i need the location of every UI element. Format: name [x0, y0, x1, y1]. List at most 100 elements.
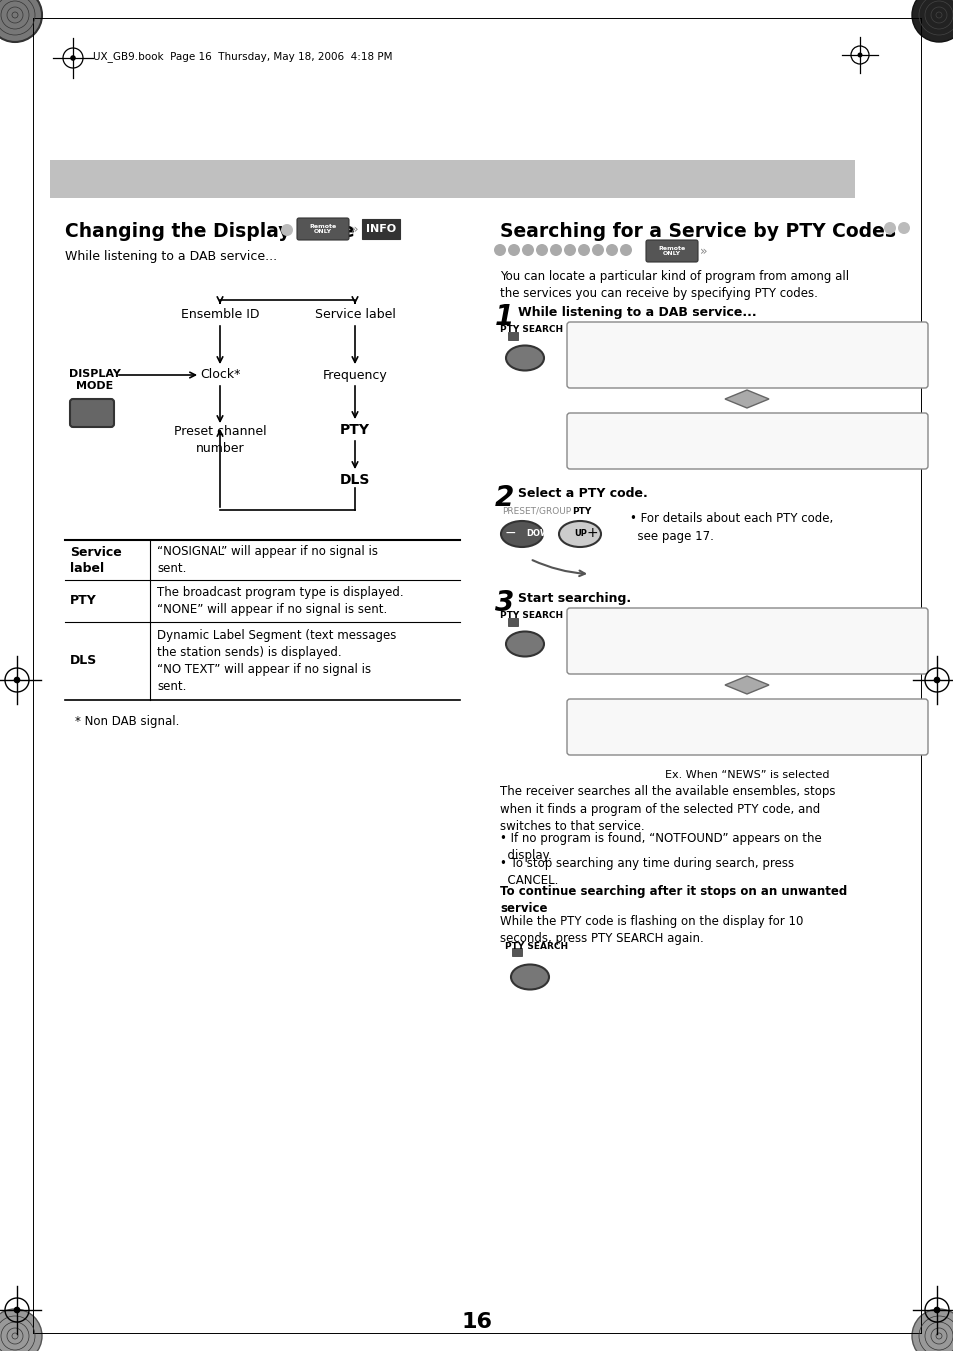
Text: UX_GB9.book  Page 16  Thursday, May 18, 2006  4:18 PM: UX_GB9.book Page 16 Thursday, May 18, 20…	[92, 51, 392, 62]
Text: PTY: PTY	[70, 594, 96, 608]
Text: BAND III: BAND III	[858, 332, 889, 342]
Text: Ensemble ID: Ensemble ID	[180, 308, 259, 322]
Circle shape	[857, 53, 862, 58]
Text: S.TURBO: S.TURBO	[575, 336, 608, 346]
Text: Preset channel
number: Preset channel number	[173, 426, 266, 455]
FancyBboxPatch shape	[566, 698, 927, 755]
Text: UP: UP	[574, 530, 586, 539]
Text: OP Link: OP Link	[575, 359, 603, 369]
Circle shape	[592, 245, 603, 255]
Bar	[512, 948, 521, 957]
Circle shape	[494, 245, 505, 255]
Text: * Non DAB signal.: * Non DAB signal.	[75, 715, 179, 728]
FancyBboxPatch shape	[296, 218, 349, 240]
Text: DLS: DLS	[339, 473, 370, 486]
Text: PTY SEARCH: PTY SEARCH	[499, 326, 562, 334]
Text: BAND III: BAND III	[858, 619, 889, 628]
Text: N E W S: N E W S	[687, 717, 792, 742]
Circle shape	[13, 677, 20, 684]
Text: OP Link: OP Link	[575, 446, 603, 455]
Circle shape	[0, 0, 42, 42]
Polygon shape	[724, 390, 768, 408]
Circle shape	[71, 55, 75, 61]
Circle shape	[933, 1306, 940, 1313]
Text: Start searching.: Start searching.	[517, 592, 631, 605]
Circle shape	[13, 1306, 20, 1313]
Text: PTY SEARCH: PTY SEARCH	[504, 942, 568, 951]
Text: BAND III: BAND III	[858, 424, 889, 434]
Text: »: »	[351, 223, 358, 235]
Polygon shape	[724, 676, 768, 694]
Text: SELECT: SELECT	[684, 346, 794, 374]
Ellipse shape	[500, 521, 542, 547]
Circle shape	[911, 0, 953, 42]
FancyBboxPatch shape	[70, 399, 113, 427]
Bar	[50, 159, 854, 199]
Ellipse shape	[558, 521, 600, 547]
Text: Select a PTY code.: Select a PTY code.	[517, 486, 647, 500]
Circle shape	[897, 222, 909, 234]
Text: PTY: PTY	[572, 507, 591, 516]
FancyBboxPatch shape	[361, 219, 399, 239]
Ellipse shape	[505, 631, 543, 657]
FancyBboxPatch shape	[566, 608, 927, 674]
Circle shape	[536, 245, 547, 255]
Text: PTY: PTY	[339, 423, 370, 436]
Circle shape	[578, 245, 589, 255]
FancyBboxPatch shape	[645, 240, 698, 262]
Text: DOWN: DOWN	[525, 530, 556, 539]
FancyBboxPatch shape	[566, 322, 927, 388]
Circle shape	[605, 245, 618, 255]
Text: “NOSIGNAL” will appear if no signal is
sent.: “NOSIGNAL” will appear if no signal is s…	[157, 544, 377, 576]
Text: OP Link: OP Link	[575, 646, 603, 655]
Circle shape	[0, 1309, 42, 1351]
Text: • For details about each PTY code,
  see page 17.: • For details about each PTY code, see p…	[629, 512, 832, 543]
Circle shape	[563, 245, 576, 255]
Text: −: −	[503, 526, 516, 540]
Text: BAND III: BAND III	[858, 711, 889, 719]
Text: To continue searching after it stops on an unwanted
service: To continue searching after it stops on …	[499, 885, 846, 915]
Text: »: »	[700, 245, 707, 258]
Text: OP Link: OP Link	[575, 732, 603, 740]
Text: • If no program is found, “NOTFOUND” appears on the
  display.: • If no program is found, “NOTFOUND” app…	[499, 832, 821, 862]
Text: • To stop searching any time during search, press
  CANCEL.: • To stop searching any time during sear…	[499, 857, 793, 888]
Text: SEARCH: SEARCH	[684, 631, 794, 661]
Text: DISPLAY
MODE: DISPLAY MODE	[69, 369, 121, 392]
Text: Clock*: Clock*	[199, 369, 240, 381]
Text: Service
label: Service label	[70, 546, 122, 574]
Text: 16: 16	[461, 1312, 492, 1332]
Circle shape	[281, 224, 293, 236]
Text: The receiver searches all the available ensembles, stops
when it finds a program: The receiver searches all the available …	[499, 785, 835, 834]
Text: Ex. When “NEWS” is selected: Ex. When “NEWS” is selected	[664, 770, 828, 780]
Text: You can locate a particular kind of program from among all
the services you can : You can locate a particular kind of prog…	[499, 270, 848, 300]
Circle shape	[911, 1309, 953, 1351]
Text: 2: 2	[495, 484, 514, 512]
Text: Changing the Display Mode: Changing the Display Mode	[65, 222, 355, 240]
Circle shape	[507, 245, 519, 255]
Ellipse shape	[511, 965, 548, 989]
Circle shape	[550, 245, 561, 255]
Text: While the PTY code is flashing on the display for 10
seconds, press PTY SEARCH a: While the PTY code is flashing on the di…	[499, 915, 802, 944]
Text: DLS: DLS	[70, 654, 97, 667]
Circle shape	[883, 222, 895, 234]
Text: S.TURBO: S.TURBO	[575, 712, 608, 721]
Text: Dynamic Label Segment (text messages
the station sends) is displayed.
“NO TEXT” : Dynamic Label Segment (text messages the…	[157, 630, 395, 693]
Circle shape	[521, 245, 534, 255]
Text: S.TURBO: S.TURBO	[575, 623, 608, 632]
Text: 1: 1	[495, 303, 514, 331]
Text: Remote
ONLY: Remote ONLY	[658, 246, 685, 257]
Text: While listening to a DAB service...: While listening to a DAB service...	[517, 305, 756, 319]
Text: Service label: Service label	[314, 308, 395, 322]
Text: Searching for a Service by PTY Codes: Searching for a Service by PTY Codes	[499, 222, 895, 240]
Text: While listening to a DAB service...: While listening to a DAB service...	[65, 250, 276, 263]
Circle shape	[619, 245, 631, 255]
Ellipse shape	[505, 346, 543, 370]
Text: PTY SEARCH: PTY SEARCH	[499, 611, 562, 620]
Text: P T Y:: P T Y:	[679, 434, 760, 454]
Text: +: +	[585, 526, 598, 540]
Bar	[507, 617, 517, 626]
Text: INFO: INFO	[366, 224, 395, 234]
Text: The broadcast program type is displayed.
“NONE” will appear if no signal is sent: The broadcast program type is displayed.…	[157, 586, 403, 616]
Bar	[507, 332, 517, 340]
Text: Remote
ONLY: Remote ONLY	[309, 224, 336, 235]
